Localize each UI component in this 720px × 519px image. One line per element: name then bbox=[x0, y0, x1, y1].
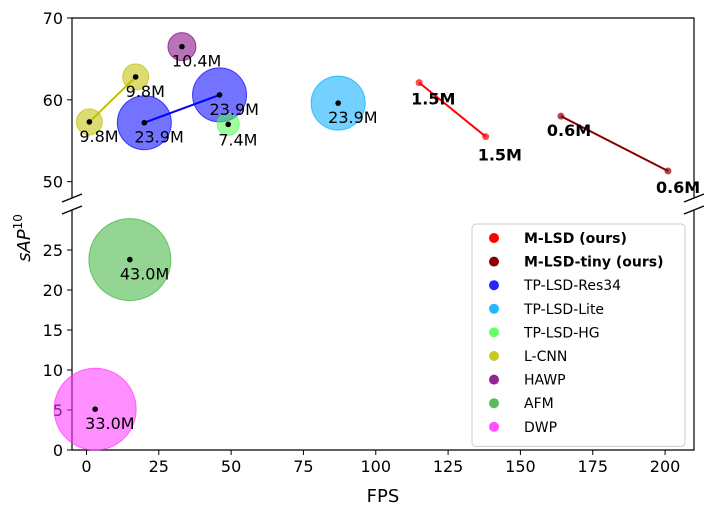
axis-break-mark bbox=[61, 193, 83, 203]
data-point bbox=[415, 79, 423, 87]
params-label: 10.4M bbox=[172, 52, 221, 71]
params-label: 23.9M bbox=[328, 108, 377, 127]
params-label: 0.6M bbox=[656, 178, 700, 197]
params-label: 33.0M bbox=[85, 414, 134, 433]
y-axis-title-main: sAP bbox=[14, 229, 35, 262]
x-tick-label: 100 bbox=[360, 457, 391, 476]
legend-marker bbox=[489, 351, 499, 361]
data-point bbox=[132, 74, 139, 80]
axis-break-mark bbox=[61, 205, 83, 215]
legend-marker bbox=[489, 233, 499, 243]
legend-entry: TP-LSD-HG bbox=[523, 325, 600, 341]
params-label: 1.5M bbox=[478, 146, 522, 165]
params-label: 0.6M bbox=[547, 121, 591, 140]
data-point bbox=[86, 119, 93, 125]
data-point bbox=[92, 406, 98, 413]
series-line-m-lsd-tiny-ours- bbox=[560, 115, 669, 172]
params-label: 23.9M bbox=[134, 128, 183, 147]
params-label: 1.5M bbox=[411, 90, 455, 109]
x-tick-label: 25 bbox=[149, 457, 169, 476]
legend-marker bbox=[489, 256, 499, 267]
params-label: 9.8M bbox=[79, 127, 118, 146]
data-point bbox=[482, 133, 490, 141]
y-tick-label: 50 bbox=[43, 173, 63, 192]
data-point bbox=[179, 43, 185, 50]
legend-entry: HAWP bbox=[524, 373, 566, 389]
params-label: 7.4M bbox=[218, 130, 257, 149]
y-tick-label: 0 bbox=[53, 441, 63, 460]
y-tick-label: 10 bbox=[43, 361, 63, 380]
data-point bbox=[225, 121, 232, 128]
legend-marker bbox=[489, 398, 499, 409]
legend-entry: AFM bbox=[524, 396, 554, 412]
legend-marker bbox=[489, 280, 499, 291]
y-axis-title: sAP10 bbox=[11, 214, 35, 262]
y-tick-label: 20 bbox=[43, 281, 63, 300]
y-tick-label: 70 bbox=[43, 9, 63, 28]
x-tick-label: 125 bbox=[433, 457, 464, 476]
legend-entry: TP-LSD-Res34 bbox=[523, 278, 621, 294]
legend-entry: TP-LSD-Lite bbox=[523, 302, 604, 318]
legend-box bbox=[471, 223, 686, 447]
x-tick-label: 0 bbox=[81, 457, 91, 476]
upper-axes-frame bbox=[71, 17, 695, 198]
x-tick-label: 50 bbox=[221, 457, 241, 476]
legend-marker bbox=[489, 327, 499, 338]
legend-entry: M-LSD (ours) bbox=[524, 231, 627, 247]
series-line-m-lsd-ours- bbox=[418, 81, 487, 138]
axis-break-right bbox=[683, 193, 705, 215]
x-tick-label: 175 bbox=[577, 457, 608, 476]
y-axis-title-superscript: 10 bbox=[11, 214, 25, 229]
data-point bbox=[127, 256, 133, 263]
x-axis-title: FPS bbox=[367, 486, 400, 507]
axis-break-left bbox=[61, 193, 83, 215]
y-tick-label: 15 bbox=[43, 321, 63, 340]
axis-break-mark bbox=[683, 193, 705, 203]
params-label: 43.0M bbox=[120, 265, 169, 284]
data-point bbox=[664, 167, 672, 175]
x-tick-label: 75 bbox=[293, 457, 313, 476]
series-line-tp-lsd-res34 bbox=[143, 93, 220, 124]
params-label: 9.8M bbox=[126, 82, 165, 101]
x-tick-label: 200 bbox=[650, 457, 681, 476]
params-label: 23.9M bbox=[210, 100, 259, 119]
data-point bbox=[557, 112, 565, 120]
x-tick-label: 150 bbox=[505, 457, 536, 476]
data-point bbox=[335, 100, 341, 106]
data-point bbox=[141, 119, 148, 126]
data-point bbox=[216, 92, 223, 98]
series-line-l-cnn bbox=[88, 76, 137, 123]
legend-entry: M-LSD-tiny (ours) bbox=[524, 255, 664, 271]
legend-entry: L-CNN bbox=[524, 349, 567, 365]
legend-entry: DWP bbox=[524, 420, 557, 436]
y-tick-label: 25 bbox=[43, 241, 63, 260]
y-tick-label: 60 bbox=[43, 91, 63, 110]
legend-marker bbox=[489, 374, 499, 385]
axis-break-mark bbox=[683, 205, 705, 215]
legend-marker bbox=[489, 303, 499, 314]
legend-marker bbox=[489, 421, 499, 432]
